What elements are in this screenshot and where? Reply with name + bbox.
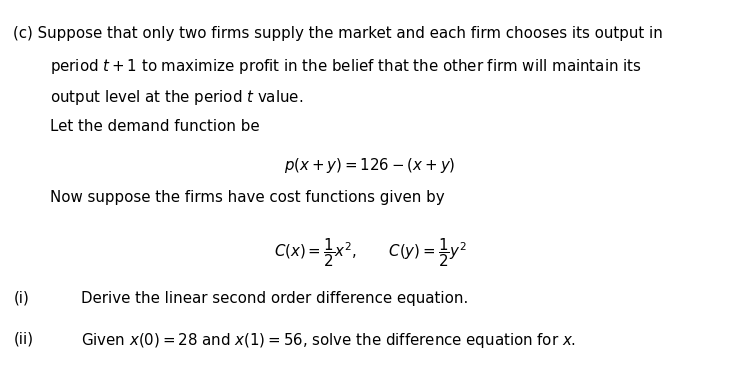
Text: (c) Suppose that only two firms supply the market and each firm chooses its outp: (c) Suppose that only two firms supply t… [13,26,663,41]
Text: Given $x(0) = 28$ and $x(1) = 56$, solve the difference equation for $x$.: Given $x(0) = 28$ and $x(1) = 56$, solve… [81,331,576,350]
Text: $p(x + y) = 126 - (x + y)$: $p(x + y) = 126 - (x + y)$ [284,156,456,175]
Text: $C(x) = \dfrac{1}{2}x^2, \qquad C(y) = \dfrac{1}{2}y^2$: $C(x) = \dfrac{1}{2}x^2, \qquad C(y) = \… [274,236,466,269]
Text: (i): (i) [13,291,29,306]
Text: Derive the linear second order difference equation.: Derive the linear second order differenc… [81,291,468,306]
Text: Now suppose the firms have cost functions given by: Now suppose the firms have cost function… [50,190,445,205]
Text: Let the demand function be: Let the demand function be [50,119,260,134]
Text: period $t + 1$ to maximize profit in the belief that the other firm will maintai: period $t + 1$ to maximize profit in the… [50,57,642,76]
Text: (ii): (ii) [13,331,33,346]
Text: output level at the period $t$ value.: output level at the period $t$ value. [50,88,303,107]
